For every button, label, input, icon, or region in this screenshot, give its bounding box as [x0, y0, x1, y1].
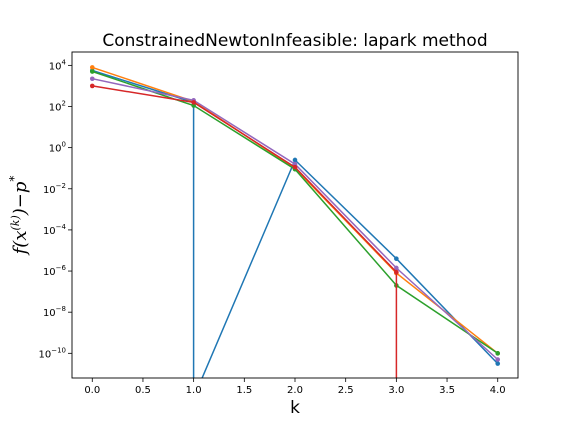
x-tick-label: 3.0: [388, 385, 404, 396]
series-line-1: [92, 69, 499, 378]
data-point: [292, 157, 298, 163]
series-line-2: [92, 66, 499, 354]
x-tick-label: 1.0: [186, 385, 202, 396]
y-tick-label: 10−4: [43, 223, 67, 237]
data-point: [495, 361, 501, 366]
data-point: [495, 357, 501, 362]
x-tick-label: 0.0: [84, 385, 100, 396]
series-line-3: [92, 70, 499, 354]
x-axis: 0.0 0.5 1.0 1.5 2.0 2.5 3.0 3.5 4.0: [84, 378, 506, 396]
data-point: [89, 65, 95, 70]
y-axis: 104 102 100 10−2 10−4 10−6 10−8 10−10: [38, 58, 72, 360]
x-axis-label: k: [290, 398, 300, 418]
data-point: [394, 256, 399, 262]
y-tick-label: 104: [49, 58, 67, 72]
series-group: [89, 65, 501, 378]
data-point: [89, 76, 95, 82]
y-tick-label: 10−8: [43, 305, 66, 319]
data-point: [394, 265, 399, 271]
x-tick-label: 3.5: [439, 385, 455, 396]
series-line-4: [92, 77, 499, 361]
x-tick-label: 2.0: [287, 385, 303, 396]
x-tick-label: 2.5: [338, 385, 354, 396]
y-tick-label: 10−6: [43, 264, 67, 278]
data-point: [89, 69, 95, 74]
y-tick-label: 102: [49, 100, 66, 114]
x-tick-label: 1.5: [236, 385, 252, 396]
data-point: [394, 269, 399, 275]
data-point: [191, 100, 196, 105]
data-point: [495, 351, 501, 356]
data-point: [292, 164, 298, 170]
chart-title: ConstrainedNewtonInfeasible: lapark meth…: [102, 31, 487, 51]
plot-area: [89, 65, 501, 378]
y-tick-label: 10−10: [38, 346, 66, 360]
data-point: [89, 83, 95, 89]
y-axis-label: f(x(k))−p*: [7, 176, 31, 257]
y-tick-label: 100: [49, 141, 66, 155]
x-tick-label: 4.0: [490, 385, 506, 396]
y-tick-label: 10−2: [43, 182, 66, 196]
plot-frame: [71, 51, 519, 379]
x-tick-label: 0.5: [135, 385, 151, 396]
